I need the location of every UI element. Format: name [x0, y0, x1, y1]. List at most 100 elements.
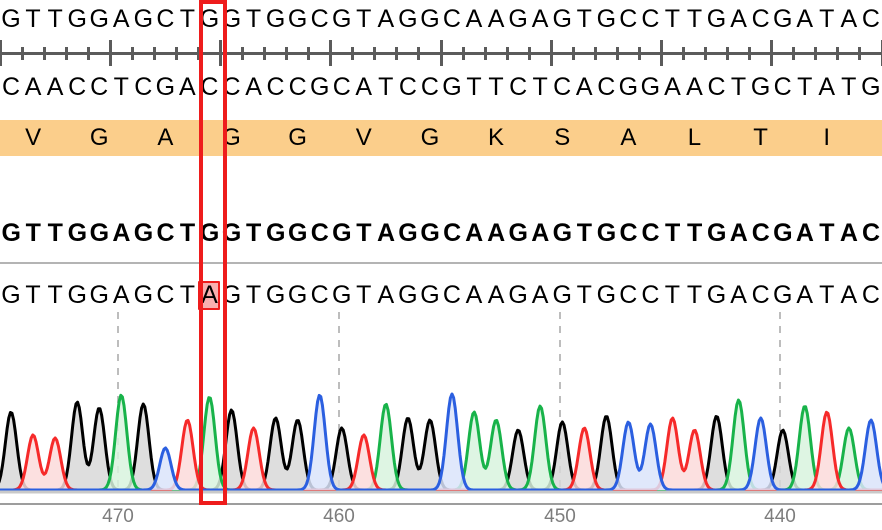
reference-base[interactable]: G — [596, 218, 616, 247]
complement-strand-base[interactable]: G — [155, 72, 176, 101]
forward-strand-base[interactable]: A — [796, 4, 814, 33]
read-base[interactable]: C — [310, 280, 329, 309]
complement-strand-base[interactable]: A — [664, 72, 681, 101]
complement-strand-base[interactable]: C — [200, 72, 219, 101]
read-base[interactable]: A — [531, 280, 549, 309]
complement-strand-base[interactable]: C — [773, 72, 792, 101]
reference-base[interactable]: G — [552, 218, 572, 247]
reference-base[interactable]: G — [266, 218, 286, 247]
read-base[interactable]: C — [751, 280, 770, 309]
reference-base[interactable]: C — [619, 218, 638, 247]
reference-base[interactable]: G — [221, 218, 242, 247]
forward-strand-base[interactable]: T — [47, 4, 63, 33]
reference-base[interactable]: C — [751, 218, 770, 247]
read-base[interactable]: A — [840, 280, 858, 309]
reference-base[interactable]: G — [288, 218, 308, 247]
reference-base[interactable]: A — [487, 218, 505, 247]
read-base[interactable]: T — [47, 280, 63, 309]
forward-strand-base[interactable]: G — [287, 4, 308, 33]
reference-base[interactable]: A — [376, 218, 395, 247]
forward-strand-base[interactable]: T — [576, 4, 592, 33]
amino-acid-residue[interactable]: L — [687, 124, 702, 151]
read-base[interactable]: T — [179, 280, 196, 309]
forward-strand-base[interactable]: C — [861, 4, 880, 33]
reference-base[interactable]: G — [133, 218, 153, 247]
forward-strand-base[interactable]: G — [508, 4, 528, 33]
reference-base[interactable]: T — [47, 218, 63, 247]
complement-strand-base[interactable]: T — [841, 72, 857, 101]
reference-base[interactable]: T — [686, 218, 702, 247]
forward-strand-base[interactable]: C — [641, 4, 660, 33]
read-base[interactable]: G — [221, 280, 242, 309]
read-base[interactable]: G — [265, 280, 286, 309]
amino-acid-residue[interactable]: G — [222, 124, 241, 151]
forward-strand-base[interactable]: C — [751, 4, 770, 33]
reference-base[interactable]: A — [729, 218, 748, 247]
read-base[interactable]: C — [861, 280, 880, 309]
forward-strand-base[interactable]: G — [552, 4, 572, 33]
reference-base[interactable]: T — [356, 218, 372, 247]
amino-acid-residue[interactable]: G — [89, 124, 109, 151]
complement-strand-base[interactable]: G — [442, 72, 462, 101]
complement-strand-base[interactable]: G — [618, 72, 639, 101]
complement-strand-base[interactable]: G — [309, 72, 330, 101]
forward-strand-base[interactable]: G — [199, 4, 220, 33]
forward-strand-base[interactable]: A — [531, 4, 549, 33]
reference-base[interactable]: T — [576, 218, 592, 247]
reference-base[interactable]: C — [443, 218, 461, 247]
forward-strand-base[interactable]: C — [156, 4, 175, 33]
complement-strand-base[interactable]: C — [707, 72, 726, 101]
complement-strand-base[interactable]: T — [532, 72, 548, 101]
read-base[interactable]: G — [398, 280, 418, 309]
complement-strand-base[interactable]: C — [1, 72, 21, 101]
forward-strand-base[interactable]: T — [179, 4, 196, 33]
amino-acid-residue[interactable]: S — [554, 124, 571, 151]
read-base[interactable]: G — [772, 280, 793, 309]
read-base[interactable]: G — [552, 280, 572, 309]
complement-strand-base[interactable]: A — [818, 72, 836, 101]
reference-base[interactable]: A — [465, 218, 483, 247]
amino-acid-residue[interactable]: V — [25, 124, 42, 151]
reference-base[interactable]: A — [839, 218, 858, 247]
read-base[interactable]: T — [664, 280, 681, 309]
reference-base[interactable]: T — [819, 218, 835, 247]
forward-strand-base[interactable]: G — [1, 4, 21, 33]
forward-strand-base[interactable]: A — [487, 4, 505, 33]
read-base[interactable]: A — [112, 280, 130, 309]
forward-strand-base[interactable]: G — [67, 4, 87, 33]
forward-strand-base[interactable]: G — [398, 4, 418, 33]
forward-strand-base[interactable]: G — [332, 4, 352, 33]
complement-strand-base[interactable]: C — [134, 72, 153, 101]
forward-strand-base[interactable]: A — [840, 4, 858, 33]
read-base[interactable]: T — [576, 280, 592, 309]
complement-strand-base[interactable]: A — [245, 72, 262, 101]
complement-strand-base[interactable]: T — [730, 72, 747, 101]
forward-strand-base[interactable]: G — [221, 4, 242, 33]
reference-base[interactable]: C — [310, 218, 329, 247]
read-base[interactable]: A — [487, 280, 505, 309]
forward-strand-base[interactable]: T — [25, 4, 41, 33]
forward-strand-base[interactable]: G — [89, 4, 109, 33]
complement-strand-base[interactable]: G — [750, 72, 771, 101]
forward-strand-base[interactable]: A — [377, 4, 395, 33]
reference-base[interactable]: G — [773, 218, 793, 247]
read-base[interactable]: G — [508, 280, 528, 309]
forward-strand-base[interactable]: T — [664, 4, 681, 33]
amino-acid-residue[interactable]: A — [620, 124, 637, 151]
forward-strand-base[interactable]: A — [730, 4, 747, 33]
forward-strand-base[interactable]: G — [133, 4, 154, 33]
reference-base[interactable]: G — [706, 218, 727, 247]
chromatogram-trace-panel[interactable] — [0, 312, 882, 505]
reference-base[interactable]: G — [89, 218, 109, 247]
read-base[interactable]: T — [686, 280, 703, 309]
complement-strand-base[interactable]: C — [398, 72, 417, 101]
reference-base[interactable]: T — [246, 218, 262, 247]
forward-strand-base[interactable]: G — [420, 4, 440, 33]
reference-base[interactable]: T — [664, 218, 680, 247]
complement-strand-base[interactable]: T — [378, 72, 394, 101]
complement-strand-base[interactable]: C — [509, 72, 528, 101]
